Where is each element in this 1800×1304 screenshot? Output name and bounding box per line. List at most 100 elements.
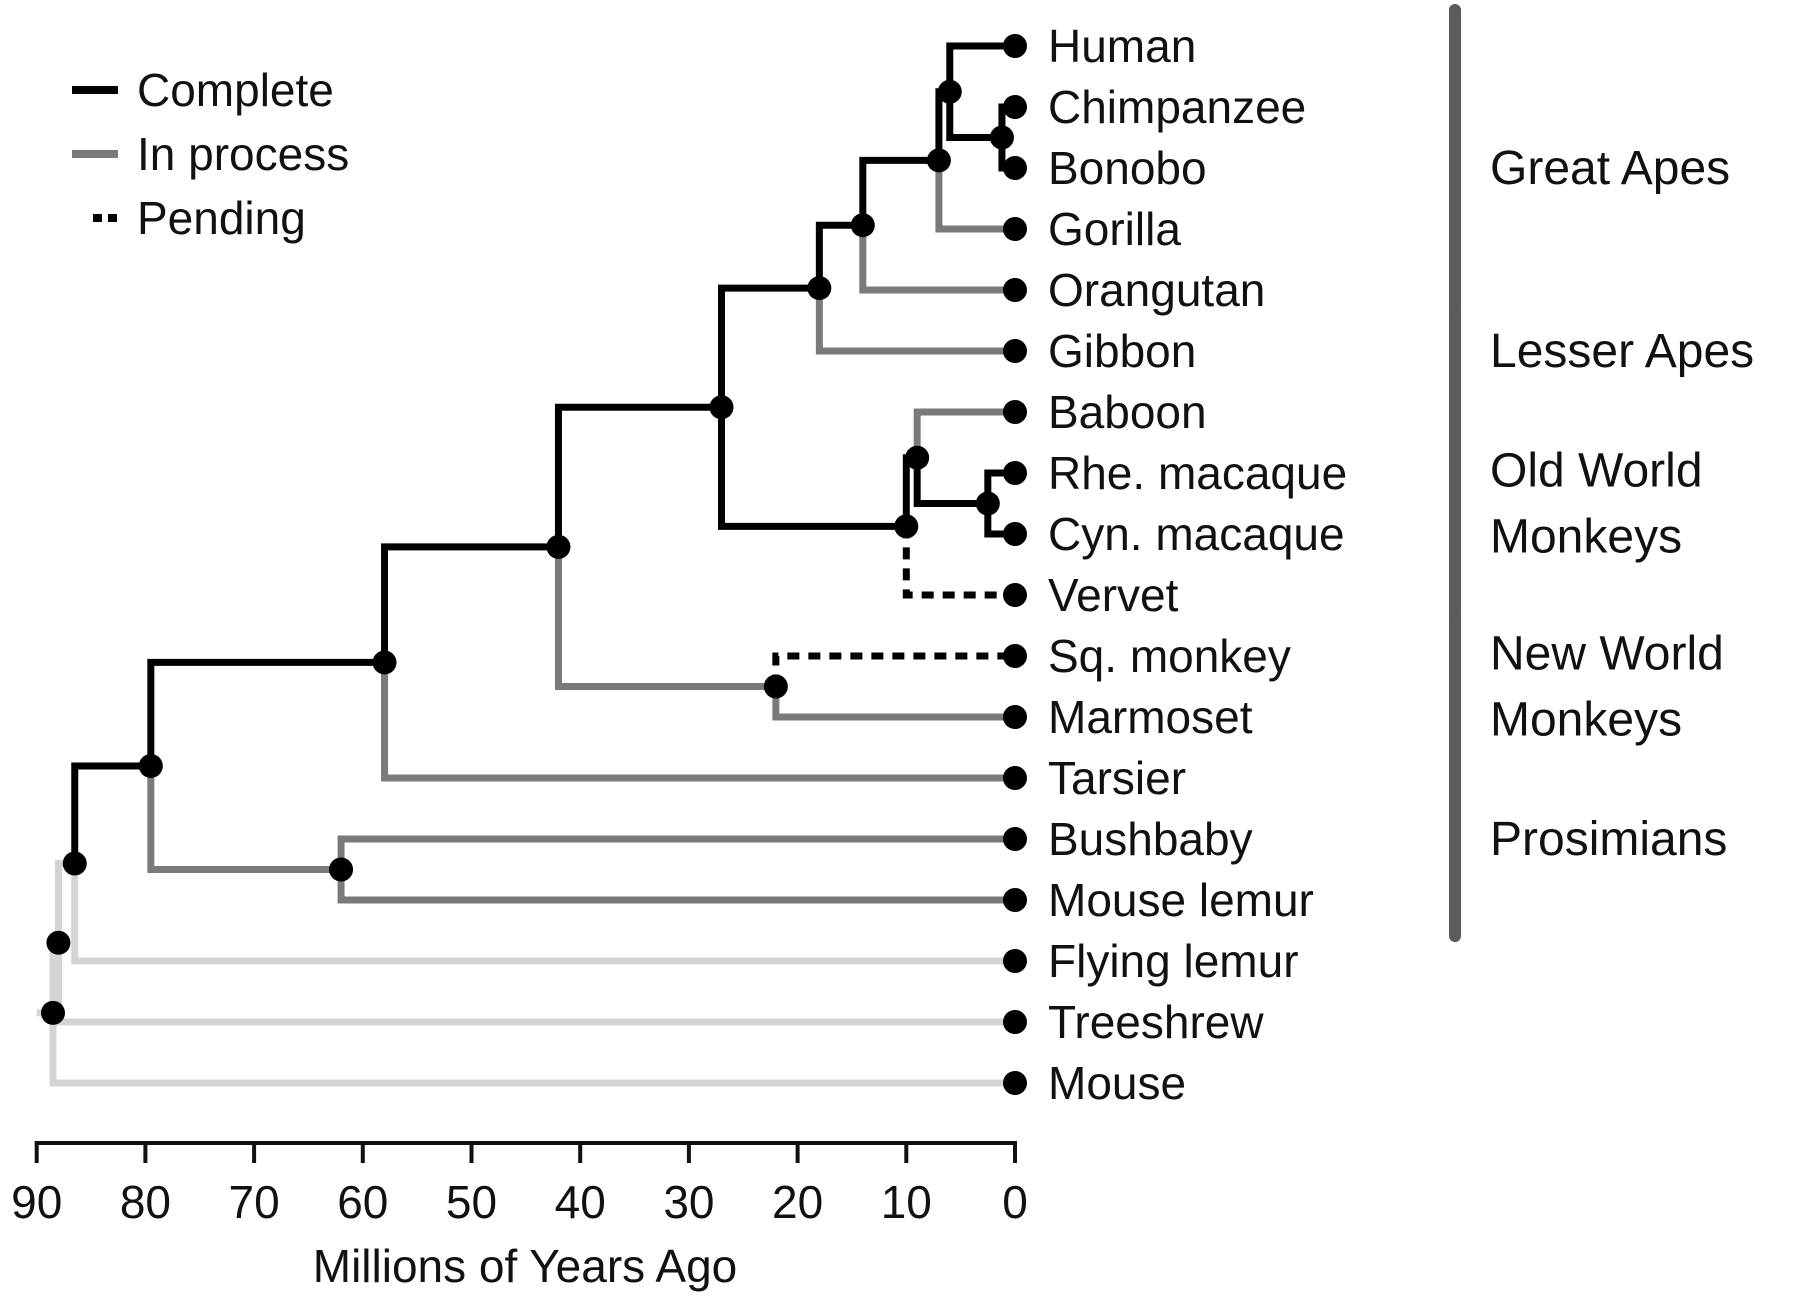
leaf-dot-vervet <box>1003 583 1027 607</box>
group-label: Monkeys <box>1490 511 1682 564</box>
branch-flyinglemur <box>71 863 1015 965</box>
taxon-labels: Human Chimpanzee Bonobo Gorilla Orangutan Gib… <box>1048 20 1347 1109</box>
leaf-dot-treeshrew <box>1003 1010 1027 1034</box>
node-dot-cercopithecidae <box>894 514 919 539</box>
node-dot-platyrrhini <box>763 674 788 699</box>
leaf-dot-mouse <box>1003 1071 1027 1095</box>
legend-label: Pending <box>137 192 306 244</box>
node-dot-hominini <box>926 148 951 173</box>
taxon-label-treeshrew: Treeshrew <box>1048 996 1264 1048</box>
group-label: New World <box>1490 628 1724 681</box>
taxon-label-human: Human <box>1048 20 1196 72</box>
group-label: Great Apes <box>1490 142 1730 195</box>
branch-hc <box>946 91 1002 141</box>
node-dot-primatomorpha <box>62 851 87 876</box>
branch-anthropoidea <box>381 543 559 663</box>
leaf-dot-squirrel <box>1003 644 1027 668</box>
group-label: Prosimians <box>1490 813 1727 866</box>
branch-bushbaby <box>337 835 1015 870</box>
branch-primates <box>71 762 151 864</box>
branch-human <box>946 42 1015 92</box>
branch-hominoidea <box>718 284 820 408</box>
taxon-label-cyno: Cyn. macaque <box>1048 508 1345 560</box>
branch-baboon <box>913 408 1015 458</box>
branch-hominini <box>859 156 939 226</box>
branch-mouselemur <box>337 869 1015 904</box>
branch-squirrel <box>772 652 1015 687</box>
node-dot-anthropoidea <box>546 534 571 559</box>
node-dot-macaques <box>975 491 1000 516</box>
taxon-label-flyinglemur: Flying lemur <box>1048 935 1299 987</box>
branch-platyrrhini <box>554 546 776 690</box>
taxon-label-rhesus: Rhe. macaque <box>1048 447 1347 499</box>
clade-groups: Great Apes Lesser Apes Old World Monkeys New… <box>1449 4 1754 942</box>
leaf-dot-mouselemur <box>1003 888 1027 912</box>
leaf-dot-rhesus <box>1003 461 1027 485</box>
branch-tarsier <box>381 662 1015 782</box>
taxon-label-baboon: Baboon <box>1048 386 1207 438</box>
taxon-label-chimp: Chimpanzee <box>1048 81 1306 133</box>
branch-treeshrew <box>54 942 1015 1026</box>
branch-strepsirrhini <box>147 765 342 873</box>
branch-cercopithecidae <box>718 407 907 530</box>
node-dot-euarchonta <box>46 930 71 955</box>
leaf-dot-chimp <box>1003 95 1027 119</box>
branch-gibbon <box>815 288 1015 355</box>
node-dot-primates <box>138 753 163 778</box>
tick-label: 70 <box>229 1176 280 1228</box>
branch-hominidae <box>815 221 863 289</box>
legend-label: Complete <box>137 64 334 116</box>
tick-label: 40 <box>555 1176 606 1228</box>
taxon-label-squirrel: Sq. monkey <box>1048 630 1291 682</box>
node-dot-papionini <box>905 445 930 470</box>
leaf-dot-gibbon <box>1003 339 1027 363</box>
taxon-label-orangutan: Orangutan <box>1048 264 1265 316</box>
taxon-label-bushbaby: Bushbaby <box>1048 813 1253 865</box>
leaf-dot-flyinglemur <box>1003 949 1027 973</box>
legend: Complete In process Pending <box>72 64 349 244</box>
branch-catarrhini <box>554 403 722 547</box>
tree-nodes <box>41 34 1027 1095</box>
node-dot-catarrhini <box>709 395 734 420</box>
node-dot-hominidae <box>850 213 875 238</box>
taxon-label-vervet: Vervet <box>1048 569 1179 621</box>
node-dot-euarchontoglires <box>41 1000 66 1025</box>
legend-label: In process <box>137 128 349 180</box>
tick-label: 60 <box>337 1176 388 1228</box>
taxon-label-mouselemur: Mouse lemur <box>1048 874 1314 926</box>
leaf-dot-tarsier <box>1003 766 1027 790</box>
tick-label: 20 <box>772 1176 823 1228</box>
group-label: Lesser Apes <box>1490 325 1754 378</box>
tick-label: 50 <box>446 1176 497 1228</box>
tick-label: 80 <box>120 1176 171 1228</box>
branch-mouse <box>49 1012 1015 1087</box>
branch-haplorhini <box>147 658 385 766</box>
node-dot-hc <box>989 125 1014 150</box>
tick-label: 90 <box>11 1176 62 1228</box>
leaf-dot-orangutan <box>1003 278 1027 302</box>
branch-orangutan <box>859 225 1015 294</box>
taxon-label-marmoset: Marmoset <box>1048 691 1253 743</box>
node-dot-strepsirrhini <box>329 857 354 882</box>
leaf-dot-bushbaby <box>1003 827 1027 851</box>
tick-label: 30 <box>663 1176 714 1228</box>
branch-macaques <box>913 457 988 507</box>
group-label: Old World <box>1490 445 1703 498</box>
node-dot-hominoidea <box>807 276 832 301</box>
leaf-dot-baboon <box>1003 400 1027 424</box>
branch-marmoset <box>772 686 1015 721</box>
group-label: Monkeys <box>1490 694 1682 747</box>
leaf-dot-bonobo <box>1003 156 1027 180</box>
taxon-label-gorilla: Gorilla <box>1048 203 1181 255</box>
leaf-dot-cyno <box>1003 522 1027 546</box>
tick-label: 0 <box>1002 1176 1028 1228</box>
leaf-dot-gorilla <box>1003 217 1027 241</box>
tick-label: 10 <box>881 1176 932 1228</box>
node-dot-hcb <box>937 79 962 104</box>
leaf-dot-human <box>1003 34 1027 58</box>
node-dot-haplorhini <box>372 650 397 675</box>
branch-vervet <box>902 526 1015 599</box>
leaf-dot-marmoset <box>1003 705 1027 729</box>
taxon-label-tarsier: Tarsier <box>1048 752 1186 804</box>
